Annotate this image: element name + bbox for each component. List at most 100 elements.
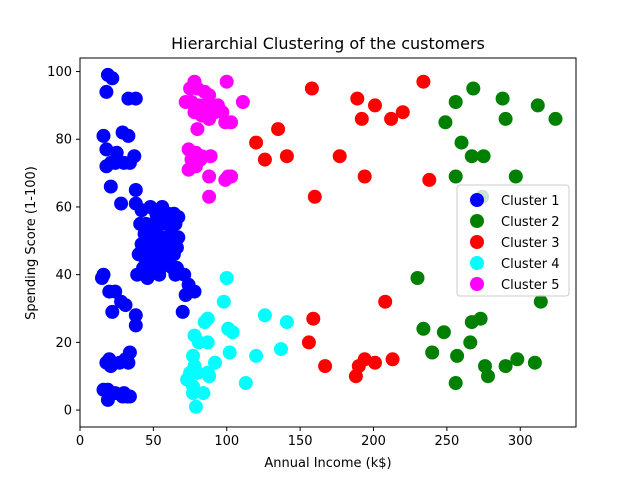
data-point bbox=[114, 196, 129, 211]
x-tick-label: 0 bbox=[76, 434, 84, 449]
data-point bbox=[190, 122, 205, 137]
data-point bbox=[238, 376, 253, 390]
data-point bbox=[527, 355, 542, 370]
data-point bbox=[140, 271, 155, 285]
data-point bbox=[498, 111, 513, 126]
data-point bbox=[188, 399, 203, 414]
data-point bbox=[466, 81, 481, 96]
data-point bbox=[222, 345, 237, 360]
data-point bbox=[422, 172, 437, 187]
data-point bbox=[249, 348, 264, 363]
data-point bbox=[332, 149, 347, 164]
data-point bbox=[96, 128, 111, 143]
data-point bbox=[304, 81, 319, 96]
data-point bbox=[448, 169, 463, 184]
data-point bbox=[533, 294, 548, 309]
x-tick-label: 250 bbox=[434, 434, 459, 449]
data-point bbox=[190, 365, 205, 380]
data-point bbox=[425, 345, 440, 360]
data-point bbox=[105, 304, 120, 319]
data-point bbox=[306, 311, 321, 326]
y-tick-label: 80 bbox=[55, 133, 72, 148]
data-point bbox=[249, 135, 264, 150]
data-point bbox=[448, 376, 463, 390]
data-point bbox=[257, 152, 272, 167]
legend-marker bbox=[470, 214, 484, 228]
legend-label: Cluster 1 bbox=[501, 194, 560, 209]
data-point bbox=[225, 325, 240, 340]
data-point bbox=[197, 315, 212, 330]
data-point bbox=[463, 335, 478, 350]
legend-marker bbox=[470, 277, 484, 291]
data-point bbox=[128, 91, 143, 106]
data-point bbox=[368, 98, 382, 113]
plot-frame bbox=[79, 57, 577, 428]
series-5 bbox=[178, 74, 250, 204]
x-tick-label: 100 bbox=[214, 434, 239, 449]
x-axis-ticks: 0 50 100 150 200 250 300 bbox=[76, 427, 533, 449]
data-point bbox=[166, 247, 181, 262]
data-point bbox=[385, 352, 400, 367]
scatter-points bbox=[95, 67, 563, 414]
legend-marker bbox=[470, 235, 484, 249]
data-point bbox=[448, 95, 463, 109]
data-point bbox=[395, 105, 410, 120]
data-point bbox=[510, 352, 525, 367]
series-1 bbox=[95, 67, 202, 407]
data-point bbox=[218, 172, 233, 187]
data-point bbox=[152, 267, 167, 282]
legend-marker bbox=[470, 256, 484, 270]
series-2 bbox=[410, 81, 563, 390]
data-point bbox=[208, 355, 222, 370]
data-point bbox=[100, 392, 115, 407]
data-point bbox=[219, 74, 234, 89]
data-point bbox=[128, 318, 143, 333]
data-point bbox=[216, 294, 231, 309]
data-point bbox=[121, 355, 136, 370]
legend-label: Cluster 4 bbox=[501, 257, 560, 272]
y-tick-label: 20 bbox=[55, 336, 72, 351]
data-point bbox=[274, 342, 288, 357]
series-4 bbox=[180, 271, 294, 414]
data-point bbox=[279, 315, 294, 330]
data-point bbox=[187, 284, 202, 299]
data-point bbox=[115, 389, 130, 404]
data-point bbox=[271, 122, 286, 137]
data-point bbox=[348, 369, 363, 384]
data-point bbox=[438, 115, 453, 130]
data-point bbox=[350, 91, 365, 106]
data-point bbox=[108, 284, 123, 299]
data-point bbox=[498, 359, 513, 374]
data-point bbox=[450, 348, 465, 363]
data-point bbox=[464, 149, 479, 164]
data-point bbox=[257, 308, 272, 323]
data-point bbox=[508, 169, 523, 184]
data-point bbox=[186, 386, 200, 401]
data-point bbox=[122, 155, 137, 170]
y-axis-ticks: 0 20 40 60 80 100 bbox=[47, 65, 80, 419]
data-point bbox=[410, 271, 425, 285]
legend: Cluster 1 Cluster 2 Cluster 3 Cluster 4 Clus… bbox=[456, 184, 570, 297]
data-point bbox=[368, 355, 382, 370]
legend-box bbox=[456, 184, 570, 297]
data-point bbox=[196, 386, 211, 401]
data-point bbox=[495, 91, 510, 106]
data-point bbox=[318, 359, 333, 374]
data-point bbox=[188, 159, 203, 174]
data-point bbox=[357, 169, 372, 184]
legend-marker bbox=[470, 193, 484, 207]
data-point bbox=[416, 321, 431, 336]
y-tick-label: 60 bbox=[55, 200, 72, 215]
data-point bbox=[218, 115, 233, 130]
x-tick-label: 200 bbox=[361, 434, 386, 449]
y-axis-label: Spending Score (1-100) bbox=[24, 166, 39, 320]
x-axis-label: Annual Income (k$) bbox=[264, 456, 391, 471]
data-point bbox=[301, 335, 316, 350]
data-point bbox=[118, 298, 133, 313]
legend-label: Cluster 5 bbox=[501, 278, 560, 293]
chart-title: Hierarchial Clustering of the customers bbox=[171, 34, 485, 53]
data-point bbox=[279, 149, 294, 164]
y-tick-label: 0 bbox=[64, 404, 72, 419]
data-point bbox=[121, 128, 136, 143]
